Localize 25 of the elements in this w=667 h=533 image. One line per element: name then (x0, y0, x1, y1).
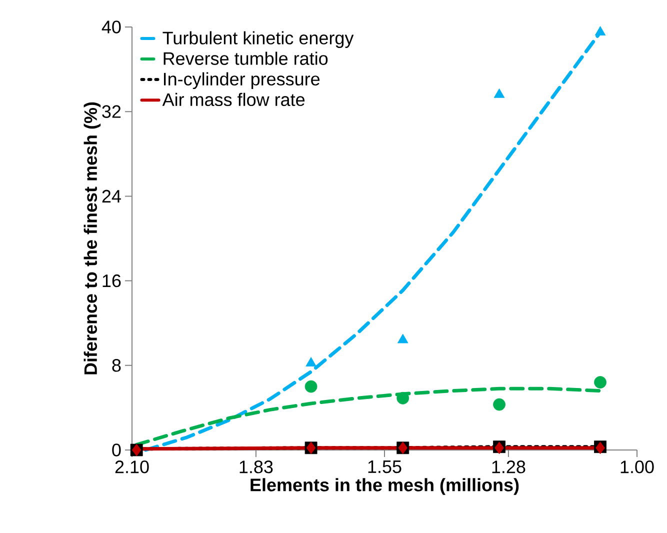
y-tick-label: 24 (102, 190, 121, 202)
y-tick-label: 16 (102, 274, 121, 288)
y-tick-label: 8 (112, 359, 121, 372)
legend-label: Turbulent kinetic energy (162, 31, 354, 48)
y-tick-label: 32 (102, 105, 121, 118)
point (396, 392, 410, 404)
x-axis-title: Elements in the mesh (millions) (250, 478, 519, 495)
x-tick-label: 2.10 (115, 460, 149, 474)
point (304, 380, 318, 393)
x-tick-label: 1.55 (368, 460, 402, 474)
point (306, 357, 316, 366)
point (594, 376, 606, 389)
x-tick-label: 1.28 (492, 460, 526, 474)
y-tick-label: 40 (102, 20, 121, 34)
point (494, 88, 505, 98)
point (594, 26, 606, 36)
legend-label: Reverse tumble ratio (164, 52, 328, 65)
legend-label: In-cylinder pressure (164, 72, 320, 90)
x-tick-label: 1.00 (620, 460, 654, 474)
y-axis-title: Diference to the finest mesh (%) (84, 102, 101, 374)
legend-label: Air mass flow rate (162, 92, 305, 106)
point (493, 398, 506, 411)
y-tick-label: 0 (112, 444, 121, 456)
point (397, 334, 408, 344)
x-tick-label: 1.83 (240, 460, 273, 474)
